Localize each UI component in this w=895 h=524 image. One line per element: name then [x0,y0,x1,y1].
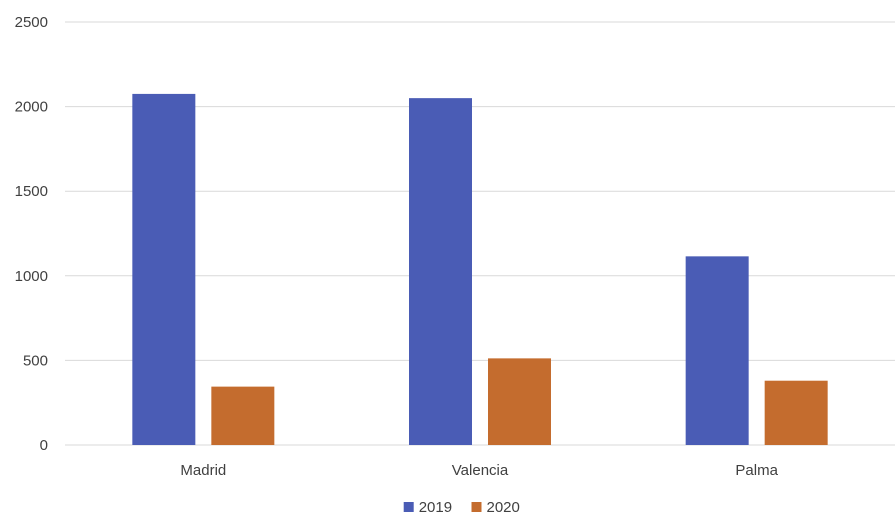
y-tick-label: 1500 [15,183,48,200]
y-tick-label: 1000 [15,268,48,285]
bar-2019-madrid [132,93,196,445]
y-tick-label: 500 [23,352,48,369]
x-tick-label: Madrid [180,462,226,479]
legend-swatch-2019 [403,502,414,512]
legend-label-2019: 2019 [419,499,452,516]
bar-2020-palma [764,380,828,445]
legend: 2019 2020 [403,499,520,516]
gridlines [65,21,895,446]
x-axis-ticks: Madrid Valencia Palma [180,462,778,479]
bars [132,93,828,445]
y-tick-label: 2500 [15,14,48,31]
bar-2020-madrid [211,386,275,445]
bar-2019-valencia [409,98,472,445]
x-tick-label: Palma [735,462,778,479]
y-tick-label: 0 [40,437,48,454]
x-tick-label: Valencia [452,462,509,479]
y-axis-ticks: 0 500 1000 1500 2000 2500 [15,14,48,454]
bar-2019-palma [685,256,749,445]
legend-swatch-2020 [471,502,482,512]
bar-2020-valencia [488,358,551,445]
y-tick-label: 2000 [15,99,48,116]
legend-label-2020: 2020 [487,499,520,516]
